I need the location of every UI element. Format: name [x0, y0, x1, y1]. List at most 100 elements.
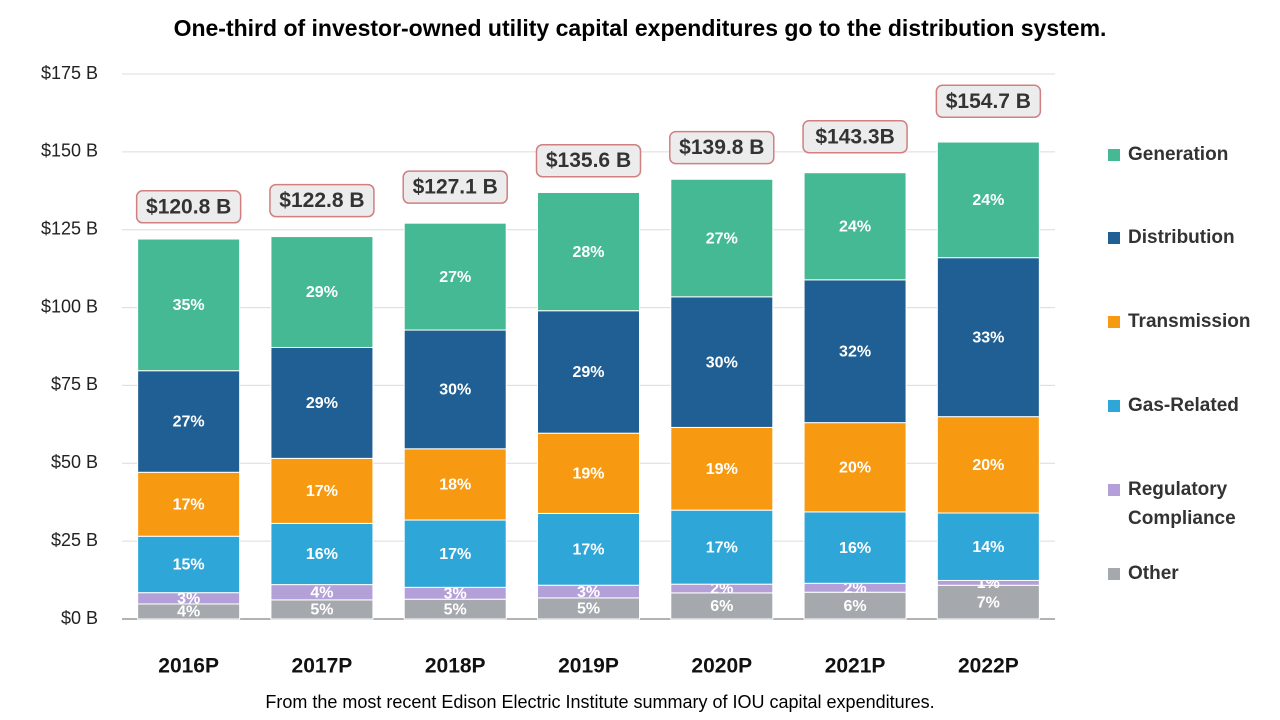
segment-label: 16% — [306, 546, 338, 563]
segment-label: 19% — [706, 461, 738, 478]
segment-label: 27% — [706, 230, 738, 247]
segment-label: 24% — [972, 192, 1004, 209]
bar-segment — [403, 329, 507, 450]
bar-segment — [670, 592, 774, 620]
bar-segment — [137, 370, 241, 473]
segment-label: 5% — [577, 601, 600, 618]
legend-label: Transmission — [1128, 311, 1251, 332]
bar-segment — [803, 591, 907, 620]
bar-segment — [670, 296, 774, 428]
total-label: $120.8 B — [146, 195, 231, 218]
bar-segment — [803, 172, 907, 281]
segment-label: 30% — [439, 382, 471, 399]
segment-label: 28% — [572, 244, 604, 261]
segment-label: 17% — [173, 496, 205, 513]
segment-label: 3% — [577, 584, 600, 601]
segment-label: 33% — [972, 329, 1004, 346]
total-label: $127.1 B — [413, 176, 498, 199]
segment-label: 2% — [710, 581, 733, 598]
bar-segment — [936, 257, 1040, 418]
segment-label: 5% — [310, 602, 333, 619]
y-tick-label: $25 B — [51, 530, 98, 550]
segment-label: 29% — [306, 395, 338, 412]
bar-segment — [270, 457, 374, 524]
segment-label: 6% — [844, 598, 867, 615]
total-box — [802, 119, 908, 154]
segment-label: 19% — [572, 466, 604, 483]
bar-segment — [137, 238, 241, 372]
legend-label: Other — [1128, 563, 1179, 584]
legend-swatch — [1108, 484, 1120, 496]
legend-swatch — [1108, 316, 1120, 328]
x-tick-label: 2017P — [292, 655, 353, 678]
segment-label: 27% — [173, 414, 205, 431]
bar-segment — [670, 426, 774, 511]
segment-label: 29% — [572, 364, 604, 381]
segment-label: 2% — [844, 580, 867, 597]
total-label: $135.6 B — [546, 149, 631, 172]
legend-label: Gas-Related — [1128, 395, 1239, 416]
segment-label: 14% — [972, 539, 1004, 556]
bar-segment — [936, 141, 1040, 259]
footnote: From the most recent Edison Electric Ins… — [265, 692, 934, 712]
y-tick-label: $50 B — [51, 452, 98, 472]
y-tick-label: $100 B — [41, 296, 98, 316]
segment-label: 20% — [839, 459, 871, 476]
bar-segment — [803, 511, 907, 584]
total-box — [269, 183, 375, 218]
legend-entry: Distribution — [1108, 223, 1280, 252]
segment-label: 27% — [439, 269, 471, 286]
legend-label: Distribution — [1128, 227, 1235, 248]
segment-label: 17% — [706, 539, 738, 556]
segment-label: 7% — [977, 594, 1000, 611]
segment-label: 3% — [444, 585, 467, 602]
y-tick-label: $75 B — [51, 374, 98, 394]
segment-label: 20% — [972, 457, 1004, 474]
segment-label: 17% — [572, 542, 604, 559]
y-tick-label: $125 B — [41, 218, 98, 238]
bar-segment — [803, 422, 907, 513]
total-label: $139.8 B — [679, 136, 764, 159]
bar-segment — [670, 178, 774, 298]
total-box — [135, 190, 242, 224]
legend-swatch — [1108, 400, 1120, 412]
x-tick-label: 2021P — [825, 655, 886, 678]
legend-label: Generation — [1128, 144, 1229, 165]
bar-segment — [537, 432, 640, 514]
bar-segment — [537, 310, 640, 434]
legend-swatch — [1108, 149, 1120, 161]
legend-entry: Generation — [1108, 140, 1280, 169]
bar-segment — [137, 471, 241, 537]
total-label: $154.7 B — [946, 90, 1031, 113]
segment-label: 35% — [173, 297, 205, 314]
total-label: $122.8 B — [279, 189, 364, 212]
segment-label: 18% — [439, 477, 471, 494]
bar-segment — [270, 236, 374, 348]
bar-segment — [270, 346, 374, 459]
segment-label: 4% — [310, 584, 333, 601]
bar-segment — [936, 512, 1040, 581]
segment-label: 17% — [439, 546, 471, 563]
bar-segment — [936, 584, 1040, 620]
x-tick-label: 2016P — [158, 655, 219, 678]
x-tick-label: 2022P — [958, 655, 1019, 678]
legend-entry: Other — [1108, 559, 1280, 588]
y-tick-label: $150 B — [41, 141, 98, 161]
total-box — [402, 170, 508, 204]
bar-segment — [403, 222, 507, 331]
segment-label: 3% — [177, 591, 200, 608]
segment-label: 17% — [306, 483, 338, 500]
bar-segment — [137, 535, 241, 594]
bar-segment — [537, 512, 640, 586]
y-tick-label: $0 B — [61, 608, 98, 628]
bar-segment — [403, 519, 507, 588]
y-tick-label: $175 B — [41, 63, 98, 83]
legend-entry: Transmission — [1108, 307, 1280, 336]
segment-label: 6% — [710, 598, 733, 615]
bar-segment — [537, 191, 640, 312]
total-label: $143.3B — [815, 125, 894, 148]
segment-label: 16% — [839, 540, 871, 557]
segment-label: 5% — [444, 601, 467, 618]
legend-label: Regulatory Compliance — [1128, 479, 1236, 529]
